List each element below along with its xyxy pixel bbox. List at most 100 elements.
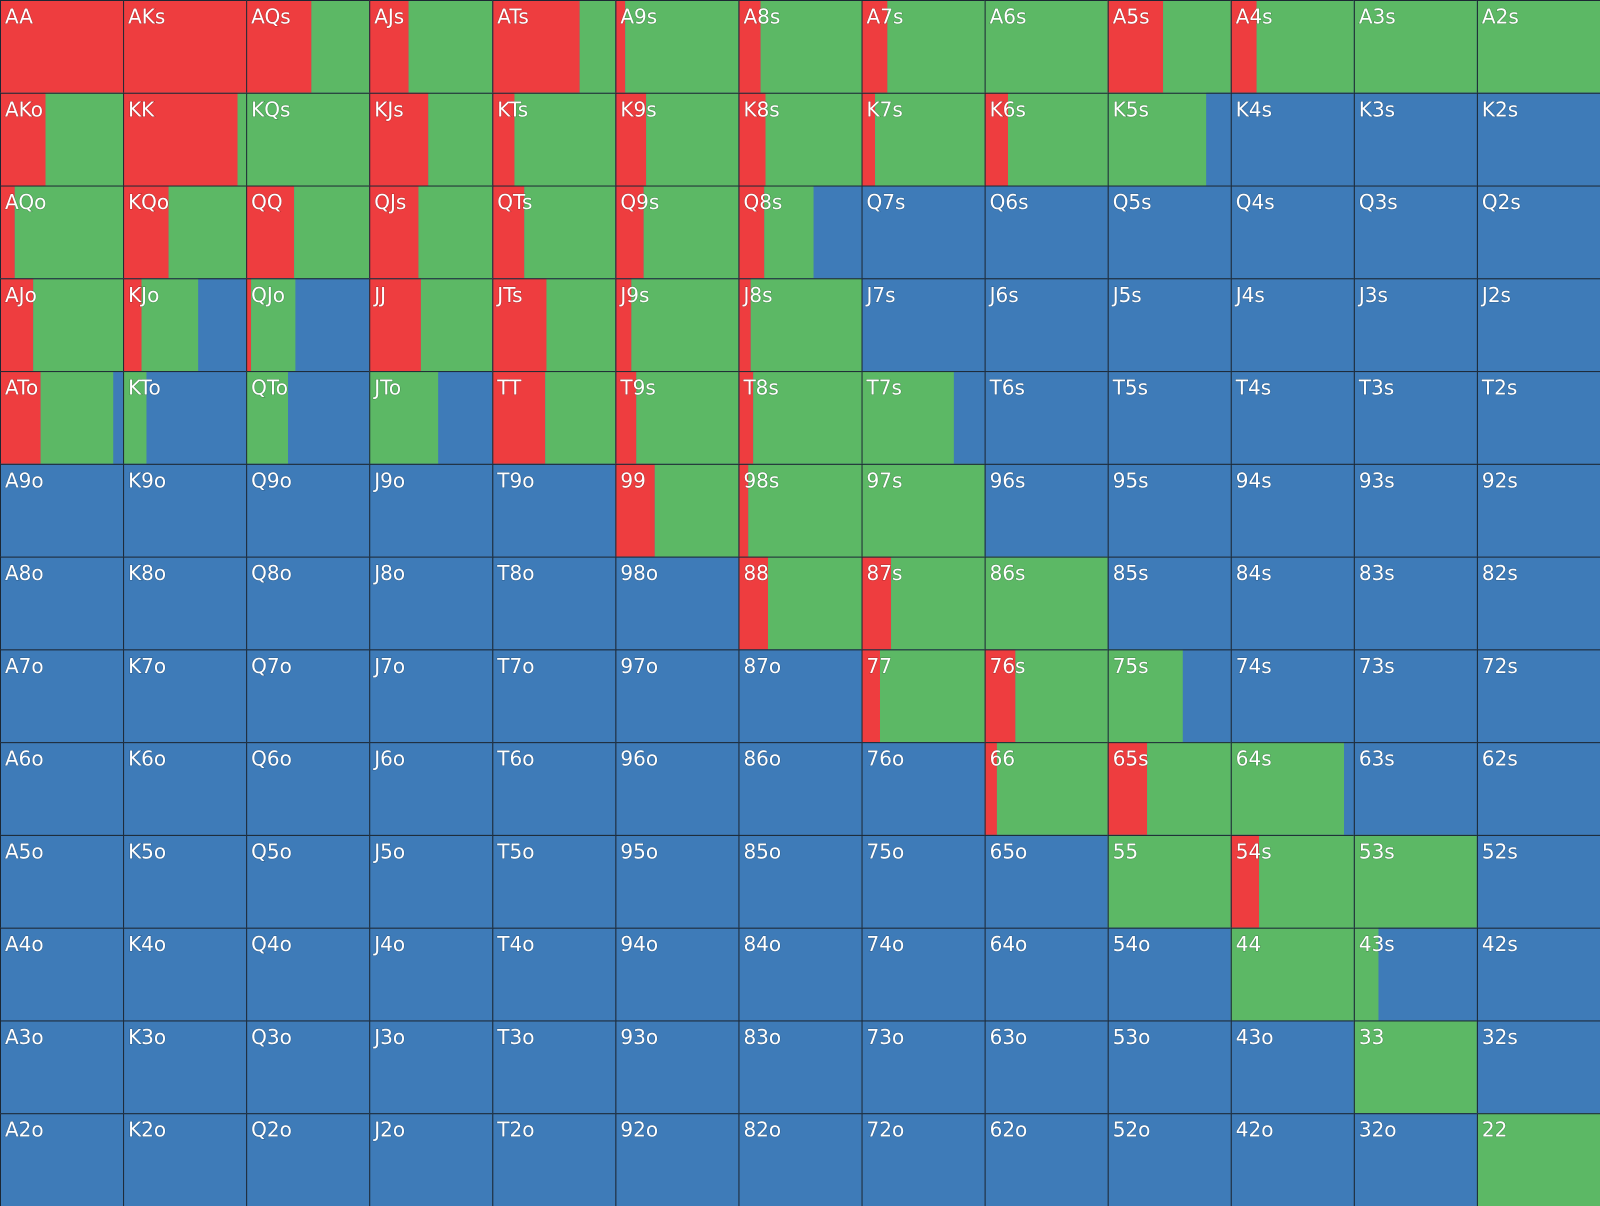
green-fraction — [123, 371, 147, 464]
green-fraction — [524, 185, 616, 279]
hand-cell: T5o — [492, 834, 617, 929]
green-fraction — [1476, 0, 1600, 93]
cell-background — [1230, 556, 1354, 650]
cell-background — [1107, 556, 1231, 650]
green-fraction — [251, 278, 296, 372]
hand-cell: K9s — [615, 92, 740, 187]
hand-label: K6s — [990, 97, 1026, 121]
green-fraction — [1107, 92, 1207, 186]
cell-background — [1476, 834, 1600, 928]
hand-label: A7s — [867, 5, 904, 29]
cell-background — [492, 742, 616, 835]
hand-cell: 53s — [1353, 834, 1478, 929]
hand-cell: Q7o — [246, 649, 371, 744]
hand-label: 73o — [867, 1025, 905, 1049]
hand-label: T5o — [496, 839, 534, 863]
hand-label: A8o — [5, 561, 44, 585]
hand-label: Q8s — [743, 190, 782, 214]
green-fraction — [1230, 742, 1344, 835]
cell-background — [1476, 556, 1600, 650]
cell-background — [246, 1020, 370, 1114]
hand-cell: T2o — [492, 1113, 617, 1206]
hand-label: KTs — [497, 97, 528, 121]
hand-cell: T8o — [492, 556, 617, 651]
hand-label: 95o — [620, 839, 658, 863]
green-fraction — [625, 0, 739, 93]
red-fraction — [615, 278, 632, 372]
hand-cell: 43s — [1353, 927, 1478, 1022]
green-fraction — [1353, 834, 1477, 928]
hand-label: K5s — [1113, 97, 1149, 121]
hand-label: K4s — [1236, 97, 1272, 121]
hand-cell: QJs — [369, 185, 494, 280]
cell-background — [615, 742, 739, 835]
cell-background — [738, 649, 862, 743]
hand-label: 86s — [990, 561, 1026, 585]
hand-cell: J2o — [369, 1113, 494, 1206]
hand-label: 64s — [1236, 747, 1272, 771]
hand-cell: A2s — [1476, 0, 1600, 94]
hand-cell: 94s — [1230, 463, 1355, 558]
cell-background — [369, 556, 493, 650]
hand-label: A2o — [5, 1118, 44, 1142]
hand-cell: AQs — [246, 0, 371, 94]
green-fraction — [1163, 0, 1231, 93]
hand-label: JTo — [372, 376, 401, 400]
green-fraction — [768, 556, 862, 650]
hand-label: 66 — [990, 747, 1015, 771]
hand-cell: J7o — [369, 649, 494, 744]
hand-label: 72s — [1482, 654, 1518, 678]
cell-background — [1353, 185, 1477, 279]
cell-background — [246, 1113, 370, 1206]
green-fraction — [514, 92, 616, 186]
green-fraction — [1008, 92, 1108, 186]
hand-label: Q6o — [251, 747, 292, 771]
cell-background — [1476, 463, 1600, 557]
hand-label: Q8o — [251, 561, 292, 585]
hand-label: JJ — [372, 283, 386, 307]
hand-label: Q9o — [251, 468, 292, 492]
red-fraction — [0, 278, 34, 372]
hand-label: 97s — [867, 468, 903, 492]
hand-label: T4o — [496, 932, 534, 956]
hand-cell: A4o — [0, 927, 125, 1022]
hand-cell: 96s — [984, 463, 1109, 558]
red-fraction — [123, 0, 247, 93]
green-fraction — [1147, 742, 1231, 835]
hand-label: T6s — [989, 376, 1025, 400]
hand-cell: K3s — [1353, 92, 1478, 187]
hand-cell: A3o — [0, 1020, 125, 1115]
hand-label: 74s — [1236, 654, 1272, 678]
hand-cell: 32o — [1353, 1113, 1478, 1206]
hand-cell: Q9o — [246, 463, 371, 558]
hand-label: J5o — [372, 839, 405, 863]
green-fraction — [1476, 1113, 1600, 1206]
cell-background — [1107, 1020, 1231, 1114]
hand-cell: J6s — [984, 278, 1109, 373]
cell-background — [0, 1020, 124, 1114]
cell-background — [615, 649, 739, 743]
hand-cell: 94o — [615, 927, 740, 1022]
hand-label: KTo — [128, 376, 161, 400]
cell-background — [1353, 1113, 1477, 1206]
red-fraction — [492, 371, 546, 464]
hand-cell: KQs — [246, 92, 371, 187]
hand-label: 93s — [1359, 468, 1395, 492]
hand-cell: K2o — [123, 1113, 248, 1206]
green-fraction — [753, 371, 862, 464]
green-fraction — [168, 185, 247, 279]
red-fraction — [984, 649, 1016, 743]
green-fraction — [1107, 834, 1231, 928]
cell-background — [1476, 278, 1600, 372]
hand-cell: 86o — [738, 742, 863, 836]
hand-cell: 62o — [984, 1113, 1109, 1206]
hand-label: T7s — [866, 376, 902, 400]
cell-background — [1230, 278, 1354, 372]
hand-cell: K6s — [984, 92, 1109, 187]
hand-label: Q7o — [251, 654, 292, 678]
cell-background — [492, 1020, 616, 1114]
hand-label: 76o — [867, 747, 905, 771]
hand-cell: 98s — [738, 463, 863, 558]
hand-cell: QQ — [246, 185, 371, 280]
